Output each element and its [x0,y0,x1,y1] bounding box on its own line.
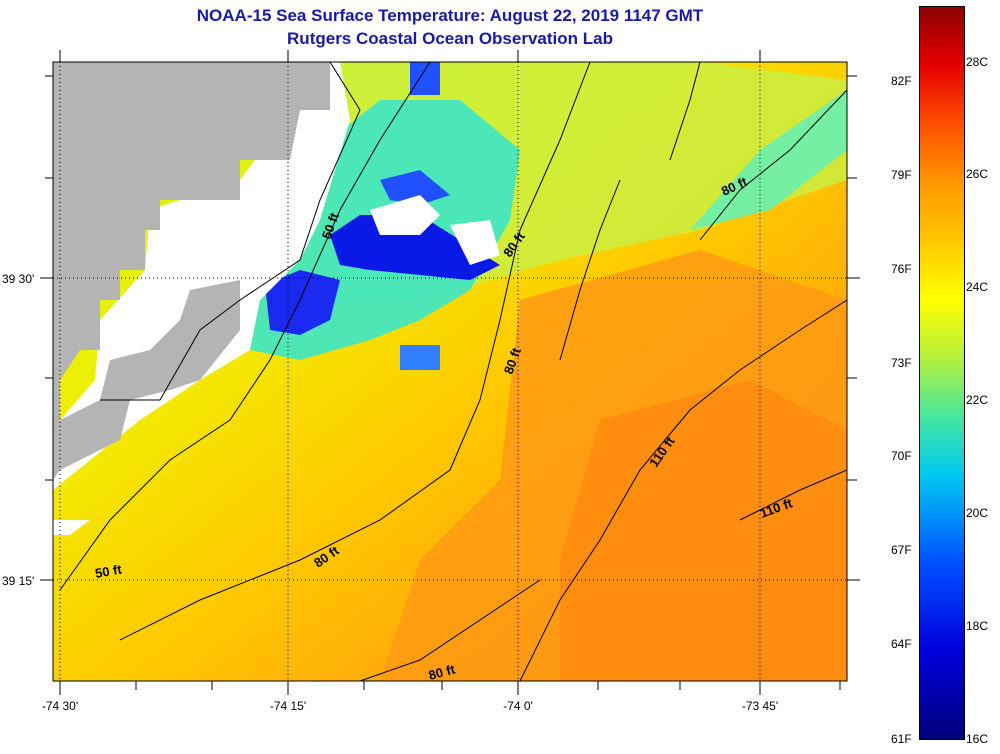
lon-label: -74 15' [270,699,306,713]
colorbar-f-label: 73F [891,356,912,370]
land [53,62,330,480]
colorbar-c-label: 20C [966,506,989,520]
plot-frame [52,61,848,682]
cloud-mask [53,520,90,535]
chart-title: NOAA-15 Sea Surface Temperature: August … [196,6,704,25]
colorbar-c-label: 22C [966,393,989,407]
cloud-mask [450,220,500,265]
colorbar-c-label: 24C [966,280,989,294]
colorbar-f-label: 61F [891,732,912,746]
lat-label: 39 30' [2,272,34,286]
lon-label: -74 30' [42,699,78,713]
contour-80ft [359,579,541,681]
lon-label: -73 45' [742,699,778,713]
colorbar [919,6,965,740]
contour-label: 80 ft [427,661,457,683]
colorbar-f-label: 64F [891,637,912,651]
lat-label: 39 15' [2,574,34,588]
contour-80ft [119,62,591,641]
contour-110ft [739,469,847,521]
contour-label: 50 ft [94,561,124,581]
land [60,280,240,470]
colorbar-f-label: 70F [891,449,912,463]
contour-80ft [699,89,847,241]
blue-pocket [380,170,450,205]
colorbar-c-label: 18C [966,619,989,633]
colorbar-c-label: 26C [966,167,989,181]
contour-80ft [669,62,701,161]
colorbar-f-label: 79F [891,168,912,182]
colorbar-f-label: 76F [891,262,912,276]
warm-region-core [560,380,847,681]
contour-50ft [59,62,431,591]
coastline [100,62,361,401]
lon-label: -74 0' [503,699,533,713]
blue-pocket [410,62,440,95]
chart-subtitle: Rutgers Coastal Ocean Observation Lab [287,29,613,48]
colorbar-f-label: 67F [891,543,912,557]
cyan-ne [690,90,847,230]
contour-110ft [519,299,847,681]
blue-pocket [330,215,500,280]
blue-pocket [265,270,340,335]
contour-80ft [559,179,621,361]
cloud-mask [370,195,440,235]
blue-pocket [400,345,440,370]
colorbar-c-label: 16C [966,732,989,746]
colorbar-f-label: 82F [891,74,912,88]
colorbar-c-label: 28C [966,55,989,69]
